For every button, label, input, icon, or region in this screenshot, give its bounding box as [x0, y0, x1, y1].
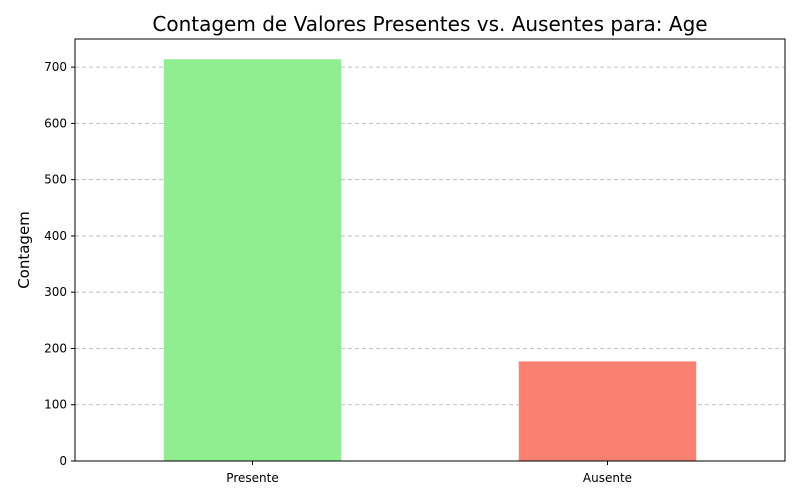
y-tick-label: 300 — [44, 285, 67, 299]
x-tick-label: Presente — [226, 471, 278, 485]
y-tick-label: 400 — [44, 229, 67, 243]
bar-ausente — [518, 361, 697, 461]
bars — [163, 59, 697, 461]
y-tick-label: 100 — [44, 398, 67, 412]
bar-presente — [163, 59, 342, 461]
y-tick-label: 600 — [44, 116, 67, 130]
chart-title: Contagem de Valores Presentes vs. Ausent… — [152, 12, 707, 36]
y-axis-ticks: 0 100 200 300 400 500 600 700 — [44, 60, 75, 468]
y-axis-label: Contagem — [15, 211, 33, 289]
plot-frame — [74, 38, 786, 462]
x-axis-ticks: Presente Ausente — [226, 461, 632, 485]
y-tick-label: 700 — [44, 60, 67, 74]
x-tick-label: Ausente — [583, 471, 632, 485]
y-tick-label: 200 — [44, 341, 67, 355]
y-tick-label: 0 — [59, 454, 67, 468]
y-tick-label: 500 — [44, 173, 67, 187]
